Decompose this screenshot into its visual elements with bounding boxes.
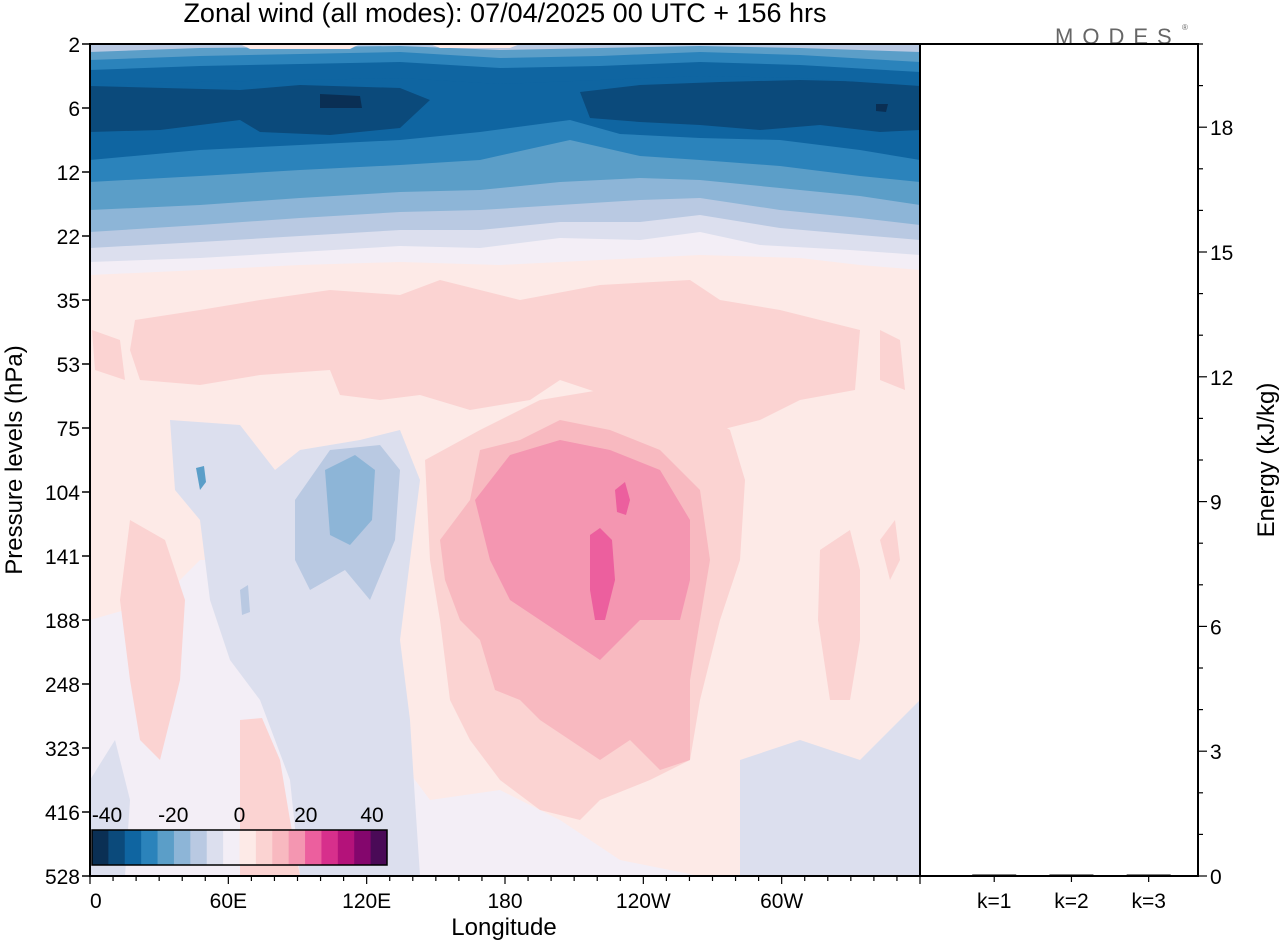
energy-bar bbox=[1049, 874, 1094, 876]
colorbar-swatch bbox=[108, 830, 126, 865]
energy-tick-label: 6 bbox=[1210, 616, 1222, 639]
colorbar-swatch bbox=[305, 830, 322, 865]
pressure-tick-label: 6 bbox=[68, 98, 80, 121]
pressure-axis: 2 6 12 22 35 53 75 104 141 188 248 323 416 528 bbox=[45, 34, 90, 889]
colorbar-swatch bbox=[272, 830, 290, 865]
pressure-tick-label: 248 bbox=[45, 674, 80, 697]
longitude-tick-label: 180 bbox=[487, 890, 522, 913]
modes-logo: MODES ® bbox=[1055, 23, 1188, 49]
energy-axis-label: Energy (kJ/kg) bbox=[1253, 383, 1280, 538]
pressure-tick-label: 528 bbox=[45, 866, 80, 889]
energy-panel-frame bbox=[919, 43, 1199, 877]
energy-bar bbox=[972, 874, 1017, 876]
longitude-tick-label: 120E bbox=[342, 890, 391, 913]
colorbar-swatch bbox=[255, 830, 273, 865]
energy-category-label: k=3 bbox=[1131, 890, 1165, 913]
colorbar-swatch bbox=[173, 830, 191, 865]
energy-bar bbox=[1126, 874, 1171, 876]
colorbar-tick-label: -40 bbox=[92, 804, 122, 827]
energy-tick-label: 0 bbox=[1210, 866, 1222, 889]
longitude-tick-label: 60W bbox=[760, 890, 803, 913]
pressure-tick-label: 35 bbox=[57, 290, 80, 313]
colorbar-swatch bbox=[124, 830, 142, 865]
pressure-tick-label: 104 bbox=[45, 482, 80, 505]
x-axis-label: Longitude bbox=[451, 914, 556, 941]
colorbar-swatch bbox=[223, 830, 240, 865]
chart-title: Zonal wind (all modes): 07/04/2025 00 UT… bbox=[183, 0, 826, 28]
longitude-tick-label: 0 bbox=[90, 890, 102, 913]
pressure-tick-label: 12 bbox=[57, 162, 80, 185]
energy-category-label: k=1 bbox=[977, 890, 1011, 913]
colorbar-legend: -40 -20 0 20 40 bbox=[91, 804, 388, 866]
colorbar-swatch bbox=[239, 830, 257, 865]
energy-tick-label: 3 bbox=[1210, 741, 1222, 764]
energy-tick-label: 12 bbox=[1210, 367, 1233, 390]
colorbar-swatch bbox=[337, 830, 355, 865]
colorbar-tick-label: -20 bbox=[158, 804, 188, 827]
heatmap-field bbox=[90, 44, 920, 876]
pressure-tick-label: 416 bbox=[45, 802, 80, 825]
longitude-axis: 0 60E 120E 180 120W 60W bbox=[89, 876, 921, 913]
energy-tick-label: 18 bbox=[1210, 117, 1233, 140]
colorbar-swatch bbox=[321, 830, 339, 865]
energy-category-label: k=2 bbox=[1054, 890, 1088, 913]
colorbar-swatch bbox=[370, 830, 388, 865]
energy-bars: k=1 k=2 k=3 bbox=[972, 874, 1171, 913]
colorbar-tick-label: 0 bbox=[234, 804, 246, 827]
pressure-tick-label: 75 bbox=[57, 418, 80, 441]
colorbar-swatch bbox=[190, 830, 208, 865]
colorbar-swatch bbox=[288, 830, 306, 865]
pressure-tick-label: 188 bbox=[45, 610, 80, 633]
energy-tick-label: 9 bbox=[1210, 492, 1222, 515]
longitude-tick-label: 120W bbox=[616, 890, 671, 913]
colorbar-swatch bbox=[141, 830, 159, 865]
pressure-tick-label: 141 bbox=[45, 546, 80, 569]
colorbar-tick-label: 40 bbox=[360, 804, 383, 827]
pressure-tick-label: 22 bbox=[57, 226, 80, 249]
colorbar-swatch bbox=[157, 830, 175, 865]
colorbar-swatch bbox=[92, 830, 109, 865]
y-axis-label: Pressure levels (hPa) bbox=[1, 345, 28, 574]
energy-tick-label: 15 bbox=[1210, 242, 1233, 265]
logo-text: MODES bbox=[1055, 24, 1181, 49]
pressure-tick-label: 2 bbox=[68, 34, 80, 57]
colorbar-swatch bbox=[354, 830, 372, 865]
colorbar-frame bbox=[91, 829, 388, 866]
pressure-tick-label: 53 bbox=[57, 354, 80, 377]
energy-axis: 0 3 6 9 12 15 18 bbox=[1198, 43, 1233, 889]
colorbar-tick-label: 20 bbox=[294, 804, 317, 827]
colorbar-swatch bbox=[206, 830, 224, 865]
pressure-tick-label: 323 bbox=[45, 738, 80, 761]
longitude-tick-label: 60E bbox=[210, 890, 247, 913]
logo-registered-mark: ® bbox=[1182, 23, 1188, 32]
